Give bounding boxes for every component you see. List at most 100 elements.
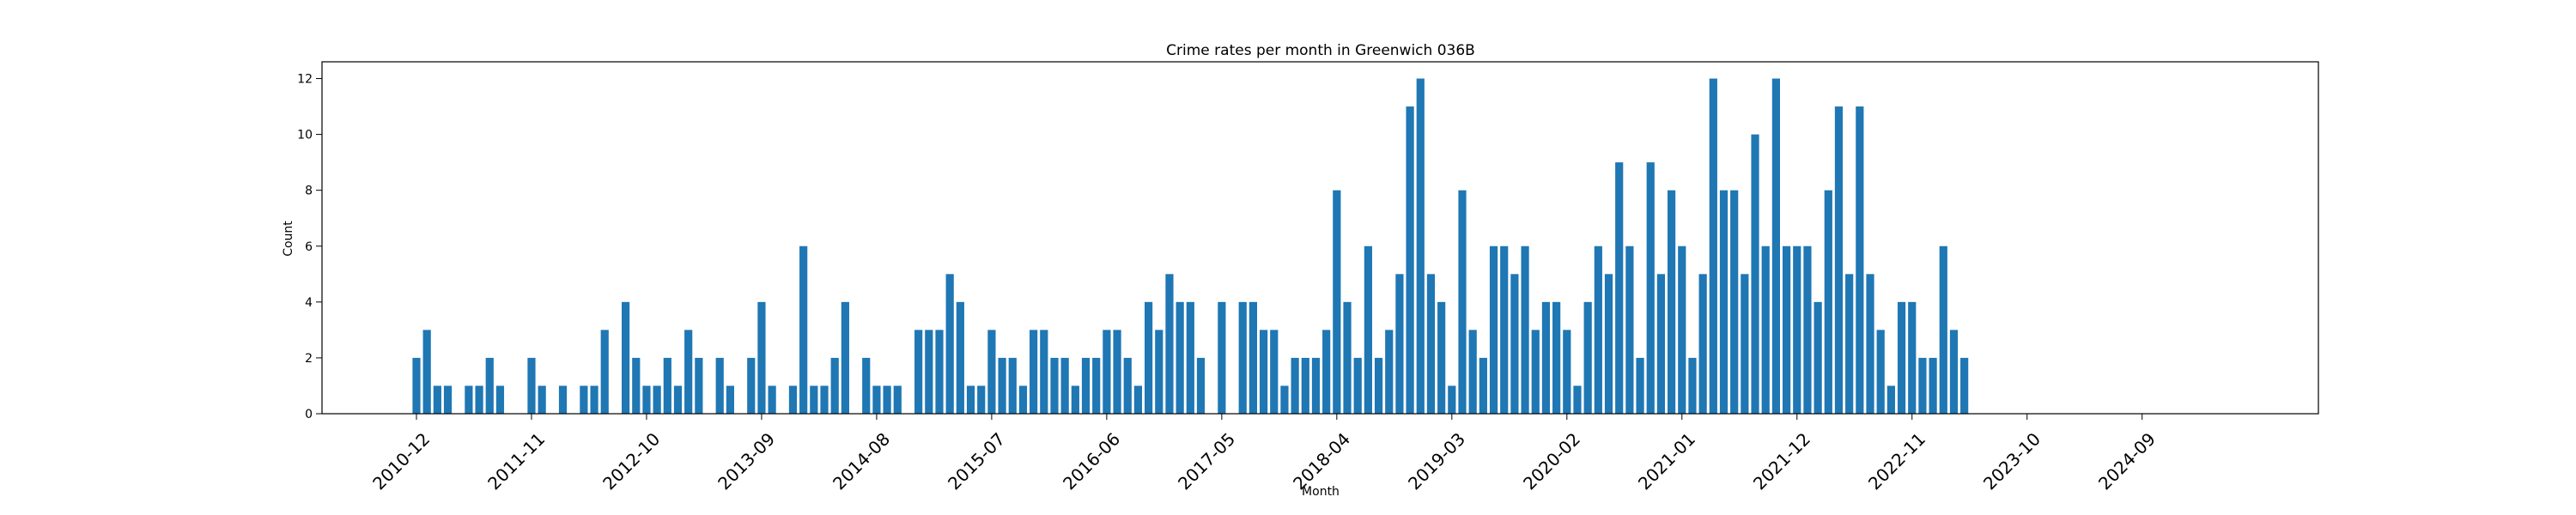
bar-2016-03 bbox=[1071, 385, 1079, 414]
bar-2016-05 bbox=[1092, 357, 1101, 414]
bar-2020-04 bbox=[1583, 301, 1592, 414]
bar-2018-05 bbox=[1343, 301, 1352, 414]
bar-2014-05 bbox=[841, 301, 849, 414]
bar-2020-05 bbox=[1594, 245, 1602, 414]
bar-2015-05 bbox=[966, 385, 975, 414]
bar-2021-03 bbox=[1698, 274, 1707, 414]
bar-2021-01 bbox=[1678, 245, 1686, 414]
bar-2014-07 bbox=[862, 357, 871, 414]
bar-2018-03 bbox=[1322, 330, 1331, 414]
bar-2010-12 bbox=[412, 357, 421, 414]
bar-2015-08 bbox=[998, 357, 1006, 414]
bar-2022-09 bbox=[1886, 385, 1895, 414]
bar-2021-02 bbox=[1688, 357, 1697, 414]
bar-2019-10 bbox=[1521, 245, 1529, 414]
bar-2013-02 bbox=[684, 330, 693, 414]
bar-2022-12 bbox=[1918, 357, 1927, 414]
bar-2022-01 bbox=[1803, 245, 1812, 414]
bar-2020-09 bbox=[1636, 357, 1644, 414]
bar-2011-01 bbox=[422, 330, 431, 414]
bar-2020-03 bbox=[1573, 385, 1582, 414]
bar-2021-06 bbox=[1730, 190, 1739, 414]
bar-2014-10 bbox=[893, 385, 902, 414]
bar-2011-08 bbox=[495, 385, 505, 414]
bar-2016-11 bbox=[1155, 330, 1163, 414]
bar-2022-02 bbox=[1814, 301, 1822, 414]
bar-2013-03 bbox=[695, 357, 703, 414]
bar-2019-01 bbox=[1426, 274, 1436, 414]
bar-2019-07 bbox=[1489, 245, 1498, 414]
bar-2017-01 bbox=[1176, 301, 1184, 414]
bar-2017-05 bbox=[1218, 301, 1226, 414]
bar-2012-09 bbox=[632, 357, 641, 414]
bar-2018-12 bbox=[1416, 78, 1425, 415]
bar-2018-01 bbox=[1301, 357, 1309, 414]
bar-2014-04 bbox=[830, 357, 839, 414]
bar-2020-01 bbox=[1552, 301, 1561, 414]
bar-2019-03 bbox=[1448, 385, 1456, 414]
chart-title: Crime rates per month in Greenwich 036B bbox=[1166, 42, 1475, 59]
bar-2013-06 bbox=[726, 385, 734, 414]
y-tick-label: 2 bbox=[305, 352, 313, 366]
bar-2020-08 bbox=[1625, 245, 1634, 414]
bar-2015-07 bbox=[987, 330, 996, 414]
bar-2021-12 bbox=[1793, 245, 1801, 414]
bar-2012-11 bbox=[653, 385, 661, 414]
bar-2018-10 bbox=[1395, 274, 1404, 414]
bar-2016-04 bbox=[1081, 357, 1091, 414]
bar-2012-02 bbox=[558, 385, 568, 414]
bar-2021-04 bbox=[1709, 78, 1717, 415]
bar-2016-02 bbox=[1060, 357, 1069, 414]
y-tick-label: 10 bbox=[297, 129, 313, 142]
bar-2017-02 bbox=[1186, 301, 1194, 414]
bar-2012-12 bbox=[663, 357, 671, 414]
plot-frame bbox=[321, 61, 2319, 415]
bar-2020-10 bbox=[1646, 162, 1655, 414]
bar-2020-12 bbox=[1668, 190, 1676, 414]
bar-2014-03 bbox=[820, 385, 829, 414]
bar-2020-11 bbox=[1656, 274, 1666, 414]
bar-2013-09 bbox=[757, 301, 766, 414]
bar-2023-02 bbox=[1939, 245, 1947, 414]
bar-2021-11 bbox=[1782, 245, 1791, 414]
bar-2014-02 bbox=[810, 385, 818, 414]
bar-2017-07 bbox=[1238, 301, 1247, 414]
bars-group bbox=[412, 78, 1969, 415]
bar-2015-11 bbox=[1030, 330, 1038, 414]
bar-2016-10 bbox=[1145, 301, 1153, 414]
bar-2018-07 bbox=[1364, 245, 1372, 414]
bar-2019-08 bbox=[1500, 245, 1509, 414]
y-tick-label: 0 bbox=[305, 408, 313, 421]
bar-2016-01 bbox=[1050, 357, 1059, 414]
bar-2018-06 bbox=[1353, 357, 1362, 414]
bar-2013-10 bbox=[768, 385, 776, 414]
bar-2016-06 bbox=[1103, 330, 1111, 414]
bar-2019-04 bbox=[1458, 190, 1467, 414]
bar-2018-08 bbox=[1374, 357, 1383, 414]
bar-2021-07 bbox=[1741, 274, 1749, 414]
bar-2015-01 bbox=[925, 330, 933, 414]
bar-2012-05 bbox=[590, 385, 598, 414]
bar-2013-05 bbox=[715, 357, 724, 414]
bar-2011-02 bbox=[433, 385, 441, 414]
bar-2017-12 bbox=[1291, 357, 1299, 414]
bar-2013-08 bbox=[747, 357, 756, 414]
bar-2019-09 bbox=[1510, 274, 1519, 414]
bar-2017-08 bbox=[1249, 301, 1257, 414]
y-tick-label: 8 bbox=[305, 185, 313, 198]
bar-2012-06 bbox=[600, 330, 609, 414]
bar-2014-12 bbox=[914, 330, 923, 414]
bar-2011-12 bbox=[538, 385, 546, 414]
y-axis-title: Count bbox=[282, 221, 295, 257]
bar-2019-11 bbox=[1531, 330, 1540, 414]
bar-2021-10 bbox=[1771, 78, 1780, 415]
bar-2015-02 bbox=[935, 330, 944, 414]
bar-2018-11 bbox=[1406, 106, 1414, 414]
bar-2011-05 bbox=[465, 385, 473, 414]
bar-2022-03 bbox=[1824, 190, 1832, 414]
bar-2022-05 bbox=[1845, 274, 1854, 414]
bar-2021-09 bbox=[1761, 245, 1770, 414]
bar-2016-12 bbox=[1165, 274, 1174, 414]
bar-2011-07 bbox=[485, 357, 494, 414]
